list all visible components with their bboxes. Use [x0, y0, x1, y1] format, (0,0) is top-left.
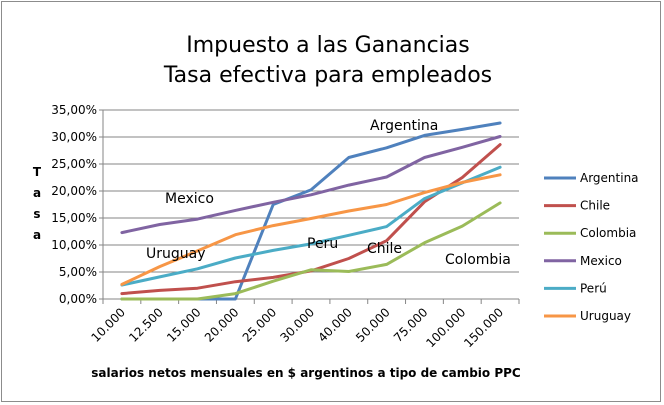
- x-tick-label: 25.000: [240, 305, 280, 345]
- chart-title-line-1: Impuesto a las Ganancias: [186, 33, 469, 58]
- series-line-perú: [120, 165, 502, 287]
- y-axis-label-letter: a: [33, 186, 41, 200]
- x-tick-label: 20.000: [202, 305, 242, 345]
- legend: Argentina Chile Colombia Mexico Perú Uruguay: [544, 171, 639, 323]
- x-tick-labels: 10.00012.50015.00020.00025.00030.00040.0…: [88, 305, 506, 350]
- y-axis-label-letter: s: [33, 207, 40, 221]
- annotation-mexico: Mexico: [165, 191, 214, 207]
- y-tick-label: 20,00%: [51, 184, 97, 198]
- chart-title-line-2: Tasa efectiva para empleados: [163, 63, 492, 88]
- annotation-peru: Peru: [307, 236, 338, 252]
- y-tick-label: 25,00%: [51, 157, 97, 171]
- x-tick-label: 30.000: [278, 305, 318, 345]
- series-line-mexico: [120, 135, 502, 235]
- gridlines: [103, 109, 519, 273]
- annotation-colombia: Colombia: [445, 252, 511, 268]
- x-tick-label: 100.000: [423, 305, 468, 350]
- x-tick-label: 15.000: [164, 305, 204, 345]
- legend-label-argentina: Argentina: [580, 171, 639, 185]
- series-line-colombia: [120, 201, 502, 301]
- y-axis-label-letter: a: [33, 228, 41, 242]
- x-tick-label: 40.000: [315, 305, 355, 345]
- x-tick-label: 150.000: [461, 305, 506, 350]
- y-tick-label: 35,00%: [51, 103, 97, 117]
- y-tick-label: 0,00%: [59, 292, 97, 306]
- y-tick-label: 30,00%: [51, 130, 97, 144]
- series-line-uruguay: [120, 173, 502, 286]
- chart-title: Impuesto a las Ganancias Tasa efectiva p…: [163, 33, 492, 88]
- y-tick-label: 15,00%: [51, 211, 97, 225]
- x-tick-label: 10.000: [88, 305, 128, 345]
- x-tick-label: 50.000: [353, 305, 393, 345]
- x-axis-label: salarios netos mensuales en $ argentinos…: [91, 366, 521, 380]
- y-tick-labels: 0,00% 5,00% 10,00% 15,00% 20,00% 25,00% 30,00%…: [51, 103, 97, 306]
- annotation-uruguay: Uruguay: [146, 246, 206, 262]
- legend-label-colombia: Colombia: [580, 226, 636, 240]
- x-tick-label: 12.500: [126, 305, 166, 345]
- annotation-chile: Chile: [367, 241, 402, 257]
- legend-label-chile: Chile: [580, 199, 610, 213]
- legend-label-mexico: Mexico: [580, 254, 622, 268]
- y-axis-label: Tasa: [33, 165, 42, 242]
- series-annotations: Argentina Mexico Uruguay Peru Chile Colombia: [146, 118, 511, 268]
- y-tick-label: 10,00%: [51, 238, 97, 252]
- y-tick-label: 5,00%: [59, 265, 97, 279]
- annotation-argentina: Argentina: [370, 118, 438, 134]
- y-axis-label-letter: T: [33, 165, 42, 179]
- legend-label-perú: Perú: [580, 281, 607, 295]
- series-lines: [120, 121, 502, 301]
- legend-label-uruguay: Uruguay: [580, 309, 631, 323]
